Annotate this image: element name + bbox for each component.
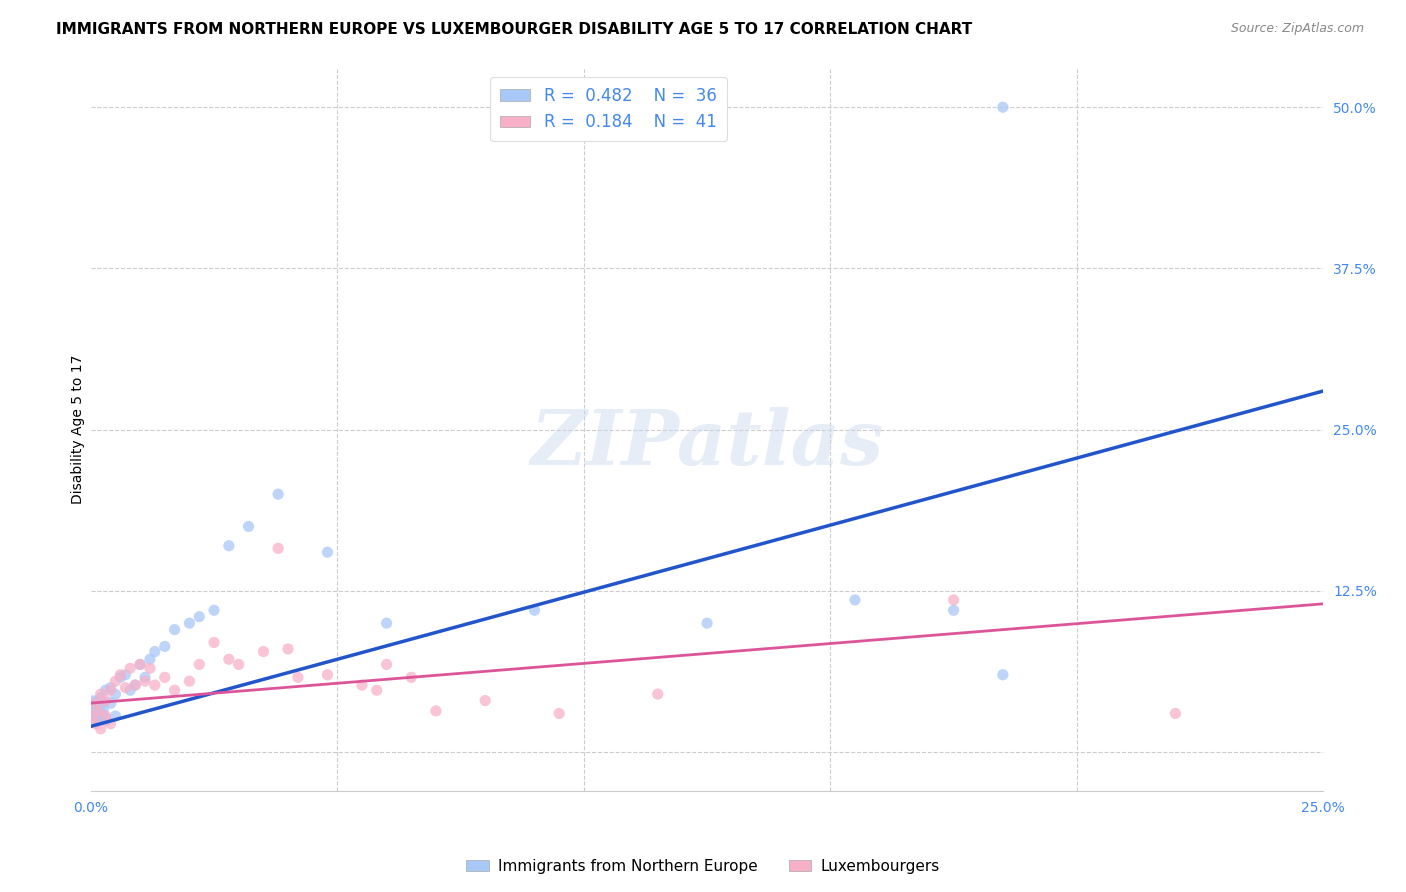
Point — [114, 681, 136, 695]
Point — [94, 713, 117, 727]
Point — [1164, 706, 1187, 721]
Point — [942, 603, 965, 617]
Point — [104, 674, 127, 689]
Point — [425, 704, 447, 718]
Text: Source: ZipAtlas.com: Source: ZipAtlas.com — [1230, 22, 1364, 36]
Point — [548, 706, 571, 721]
Point — [696, 616, 718, 631]
Point — [90, 706, 112, 721]
Point — [134, 670, 156, 684]
Point — [100, 683, 122, 698]
Point — [942, 593, 965, 607]
Point — [287, 670, 309, 684]
Point — [124, 678, 146, 692]
Point — [474, 693, 496, 707]
Point — [114, 667, 136, 681]
Point — [94, 683, 117, 698]
Point — [84, 696, 107, 710]
Point — [100, 716, 122, 731]
Point — [179, 674, 201, 689]
Point — [139, 661, 162, 675]
Point — [163, 623, 186, 637]
Point — [179, 616, 201, 631]
Legend: Immigrants from Northern Europe, Luxembourgers: Immigrants from Northern Europe, Luxembo… — [460, 853, 946, 880]
Point — [366, 683, 388, 698]
Point — [139, 652, 162, 666]
Point — [84, 696, 107, 710]
Point — [120, 661, 142, 675]
Point — [991, 100, 1014, 114]
Text: IMMIGRANTS FROM NORTHERN EUROPE VS LUXEMBOURGER DISABILITY AGE 5 TO 17 CORRELATI: IMMIGRANTS FROM NORTHERN EUROPE VS LUXEM… — [56, 22, 973, 37]
Point — [202, 635, 225, 649]
Point — [647, 687, 669, 701]
Point — [188, 609, 211, 624]
Point — [82, 704, 104, 718]
Point — [90, 722, 112, 736]
Point — [523, 603, 546, 617]
Point — [401, 670, 423, 684]
Point — [87, 704, 110, 718]
Point — [844, 593, 866, 607]
Text: ZIPatlas: ZIPatlas — [530, 407, 883, 481]
Point — [110, 670, 132, 684]
Point — [267, 541, 290, 556]
Point — [94, 693, 117, 707]
Point — [129, 657, 152, 672]
Point — [316, 545, 339, 559]
Point — [129, 657, 152, 672]
Point — [375, 616, 398, 631]
Point — [134, 674, 156, 689]
Point — [143, 678, 166, 692]
Point — [218, 652, 240, 666]
Point — [124, 678, 146, 692]
Point — [84, 709, 107, 723]
Point — [104, 709, 127, 723]
Point — [143, 644, 166, 658]
Point — [153, 670, 176, 684]
Point — [238, 519, 260, 533]
Point — [163, 683, 186, 698]
Point — [350, 678, 373, 692]
Point — [94, 709, 117, 723]
Point — [316, 667, 339, 681]
Point — [120, 683, 142, 698]
Point — [110, 667, 132, 681]
Point — [267, 487, 290, 501]
Point — [153, 640, 176, 654]
Point — [277, 642, 299, 657]
Point — [82, 709, 104, 723]
Point — [100, 681, 122, 695]
Point — [228, 657, 250, 672]
Point — [84, 716, 107, 731]
Point — [100, 696, 122, 710]
Point — [375, 657, 398, 672]
Y-axis label: Disability Age 5 to 17: Disability Age 5 to 17 — [72, 355, 86, 504]
Point — [252, 644, 274, 658]
Point — [991, 667, 1014, 681]
Point — [87, 700, 110, 714]
Point — [90, 687, 112, 701]
Point — [218, 539, 240, 553]
Legend: R =  0.482    N =  36, R =  0.184    N =  41: R = 0.482 N = 36, R = 0.184 N = 41 — [491, 77, 727, 141]
Point — [188, 657, 211, 672]
Point — [90, 690, 112, 705]
Point — [104, 687, 127, 701]
Point — [202, 603, 225, 617]
